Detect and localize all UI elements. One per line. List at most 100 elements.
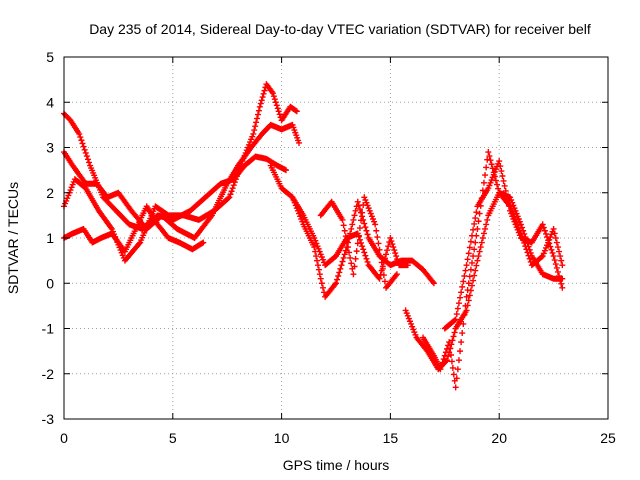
data-point: [523, 246, 530, 253]
data-point: [355, 232, 362, 239]
y-tick-label: -1: [42, 321, 55, 337]
data-point: [477, 244, 484, 251]
data-point: [453, 311, 460, 318]
data-point: [461, 273, 468, 280]
x-tick-label: 0: [60, 430, 68, 446]
data-point: [406, 318, 413, 325]
data-point: [508, 210, 515, 217]
data-point: [231, 179, 238, 186]
data-point: [371, 218, 378, 225]
data-point: [230, 182, 237, 189]
data-point: [334, 276, 341, 283]
data-point: [245, 141, 252, 148]
data-point: [453, 375, 460, 382]
data-point: [248, 136, 255, 143]
data-point: [489, 174, 496, 181]
data-point: [469, 259, 475, 266]
data-point: [476, 210, 483, 217]
series-track-c: [61, 81, 300, 264]
data-point: [467, 266, 474, 273]
data-point: [442, 349, 449, 356]
data-point: [551, 230, 558, 237]
data-point: [260, 90, 267, 97]
data-point: [366, 207, 373, 214]
data-point: [462, 267, 469, 274]
data-point: [387, 235, 394, 241]
data-point: [354, 240, 361, 247]
data-point: [467, 238, 474, 245]
data-point: [550, 253, 557, 260]
data-point: [81, 146, 88, 153]
data-point: [236, 167, 243, 174]
data-point: [244, 144, 251, 151]
data-point: [261, 87, 268, 94]
data-point: [362, 252, 369, 259]
data-point: [541, 227, 548, 234]
data-point: [402, 307, 409, 314]
data-point: [361, 194, 368, 201]
data-point: [449, 364, 456, 371]
data-point: [547, 243, 554, 250]
data-point: [552, 261, 559, 268]
data-point: [451, 317, 458, 324]
series-track-d: [61, 203, 207, 255]
data-point: [385, 243, 392, 250]
data-point: [394, 256, 401, 263]
data-point: [498, 168, 505, 175]
data-point: [364, 258, 371, 265]
data-point: [472, 267, 479, 274]
data-point: [364, 202, 371, 209]
data-point: [513, 210, 520, 217]
data-point: [83, 153, 90, 160]
data-point: [404, 312, 411, 319]
data-point: [511, 205, 518, 212]
data-point: [545, 237, 552, 244]
data-point: [478, 239, 485, 246]
data-point: [316, 248, 323, 255]
data-point: [69, 181, 76, 188]
y-tick-label: 3: [46, 140, 54, 156]
data-point: [374, 234, 381, 241]
data-point: [335, 273, 342, 280]
data-point: [450, 371, 457, 378]
data-point: [380, 272, 387, 279]
data-point: [447, 345, 454, 352]
data-point: [298, 215, 305, 222]
data-point: [488, 177, 495, 184]
data-point: [342, 233, 349, 240]
data-point: [454, 366, 461, 373]
data-point: [514, 213, 521, 220]
data-point: [275, 108, 282, 115]
data-point: [226, 194, 233, 201]
data-point: [347, 254, 354, 261]
data-point: [492, 166, 499, 173]
data-point: [242, 149, 249, 156]
data-point: [379, 265, 386, 272]
data-point: [485, 149, 492, 156]
data-point: [487, 179, 494, 186]
data-point: [482, 172, 489, 179]
data-point: [497, 163, 504, 170]
data-point: [314, 257, 321, 264]
data-point: [249, 133, 256, 140]
data-point: [459, 330, 466, 337]
data-point: [376, 246, 383, 253]
data-point: [539, 221, 546, 228]
data-point: [554, 244, 561, 251]
data-point: [511, 218, 518, 225]
data-point: [315, 266, 322, 273]
data-point: [408, 320, 415, 327]
data-point: [470, 253, 477, 260]
x-ticks: 0 5 10 15 20 25: [60, 57, 616, 446]
data-point: [404, 262, 411, 269]
chart-title: Day 235 of 2014, Sidereal Day-to-day VTE…: [89, 21, 591, 37]
data-point: [319, 284, 326, 291]
data-point: [392, 250, 399, 257]
data-point: [346, 249, 353, 256]
data-point: [233, 173, 240, 180]
data-point: [348, 260, 355, 267]
data-point: [516, 232, 523, 239]
data-point: [559, 262, 566, 269]
data-point: [504, 197, 511, 204]
data-point: [542, 244, 549, 251]
